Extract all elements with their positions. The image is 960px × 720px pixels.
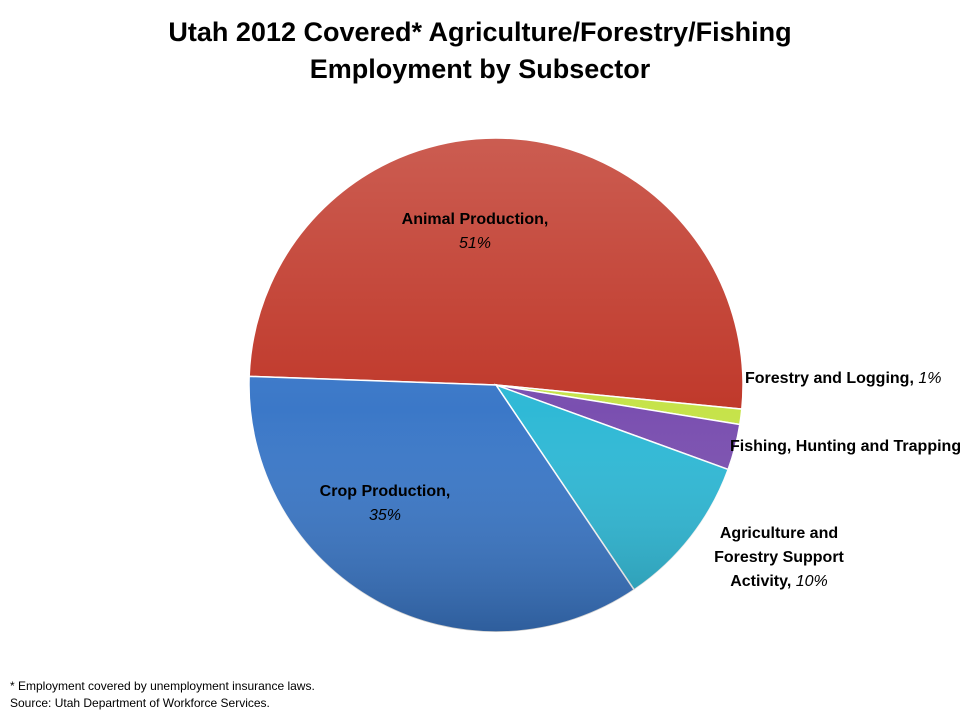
slice-label-ag-forestry-support: Agriculture and Forestry Support Activit… (700, 522, 858, 594)
slice-label-animal-production: Animal Production, 51% (370, 208, 580, 256)
slice-percent-forestry-logging: 1% (918, 370, 942, 387)
slice-percent-crop-production: 35% (368, 507, 402, 524)
slice-percent-animal-production: 51% (458, 235, 492, 252)
chart-subtitle: Employment by Subsector (309, 54, 651, 84)
slice-name-crop-production: Crop Production, (319, 483, 451, 500)
slice-label-forestry-logging: Forestry and Logging, 1% (745, 367, 941, 391)
slice-percent-ag-forestry-support: 10% (795, 573, 828, 590)
slice-animal-production (248, 137, 744, 410)
footnotes: * Employment covered by unemployment ins… (10, 678, 315, 712)
chart-title-block: Utah 2012 Covered* Agriculture/Forestry/… (0, 14, 960, 88)
footnote-source: Source: Utah Department of Workforce Ser… (10, 696, 270, 710)
slice-label-fishing-hunting-trapping: Fishing, Hunting and Trapping, 3% (730, 435, 960, 459)
slice-name-forestry-logging: Forestry and Logging, (745, 370, 914, 387)
footnote-coverage: * Employment covered by unemployment ins… (10, 679, 315, 693)
slice-name-animal-production: Animal Production, (401, 211, 549, 228)
slice-name-fishing-hunting-trapping: Fishing, Hunting and Trapping, (730, 438, 960, 455)
slice-name-ag-forestry-support: Agriculture and Forestry Support Activit… (714, 525, 844, 590)
chart-title: Utah 2012 Covered* Agriculture/Forestry/… (168, 17, 792, 47)
slice-label-crop-production: Crop Production, 35% (290, 480, 480, 528)
